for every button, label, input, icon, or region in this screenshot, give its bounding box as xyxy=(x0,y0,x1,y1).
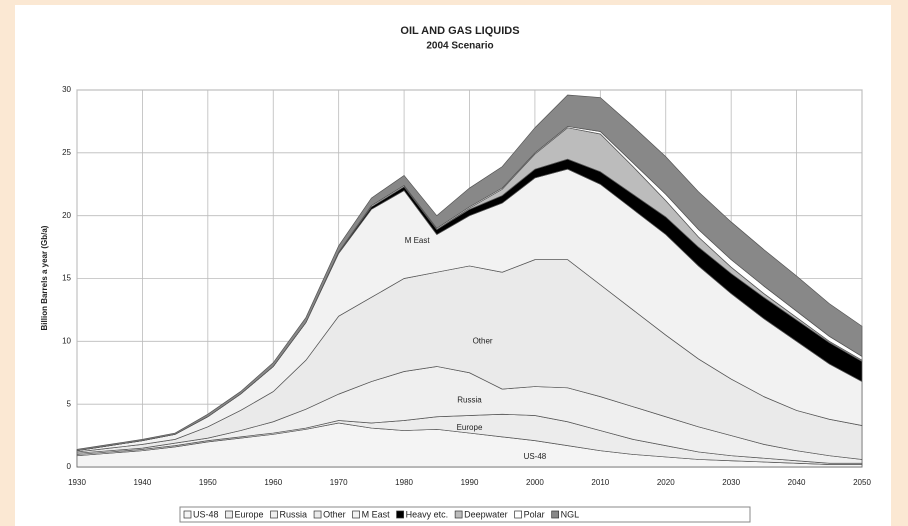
x-tick-label: 2020 xyxy=(657,478,675,487)
legend-swatch xyxy=(551,510,560,519)
x-tick-label: 2010 xyxy=(591,478,609,487)
legend-swatch xyxy=(183,510,192,519)
area-label: Other xyxy=(473,336,493,345)
x-tick-label: 2050 xyxy=(853,478,871,487)
legend-label: Europe xyxy=(235,509,264,519)
area-label: M East xyxy=(405,236,431,245)
area-label: US-48 xyxy=(524,452,547,461)
legend-label: Polar xyxy=(524,509,545,519)
x-tick-label: 1940 xyxy=(134,478,152,487)
chart-title: OIL AND GAS LIQUIDS xyxy=(400,25,519,37)
x-tick-label: 2000 xyxy=(526,478,544,487)
x-tick-label: 1970 xyxy=(330,478,348,487)
legend-label: Heavy etc. xyxy=(406,509,449,519)
legend-label: US-48 xyxy=(193,509,219,519)
y-tick-label: 5 xyxy=(67,399,72,408)
legend-swatch xyxy=(270,510,278,519)
area-label: Russia xyxy=(457,396,482,405)
y-tick-label: 10 xyxy=(62,336,71,345)
y-axis-label: Billion Barrels a year (Gb/a) xyxy=(40,225,49,330)
legend-swatch xyxy=(514,510,523,519)
area xyxy=(76,94,863,452)
legend-box xyxy=(179,506,751,523)
legend-label: M East xyxy=(362,509,391,519)
x-tick-label: 1980 xyxy=(395,478,413,487)
y-tick-label: 25 xyxy=(62,148,71,157)
legend-label: Deepwater xyxy=(464,509,508,519)
y-tick-label: 0 xyxy=(67,462,72,471)
legend-label: Other xyxy=(323,509,346,519)
x-tick-label: 2040 xyxy=(788,478,806,487)
x-tick-label: 1960 xyxy=(264,478,282,487)
legend-label: Russia xyxy=(280,509,308,519)
legend-swatch xyxy=(225,510,233,519)
x-tick-label: 1950 xyxy=(199,478,217,487)
x-tick-label: 1930 xyxy=(68,478,86,487)
y-tick-label: 15 xyxy=(62,274,71,283)
legend-swatch xyxy=(454,510,463,519)
legend-swatch xyxy=(313,510,322,519)
x-tick-label: 2030 xyxy=(722,478,740,487)
legend-swatch xyxy=(396,510,404,519)
y-tick-label: 30 xyxy=(62,85,71,94)
chart-subtitle: 2004 Scenario xyxy=(426,41,493,52)
y-tick-label: 20 xyxy=(62,211,71,220)
legend-label: NGL xyxy=(561,509,580,519)
legend-swatch xyxy=(352,510,360,519)
x-tick-label: 1990 xyxy=(461,478,479,487)
area-label: Europe xyxy=(457,423,483,432)
